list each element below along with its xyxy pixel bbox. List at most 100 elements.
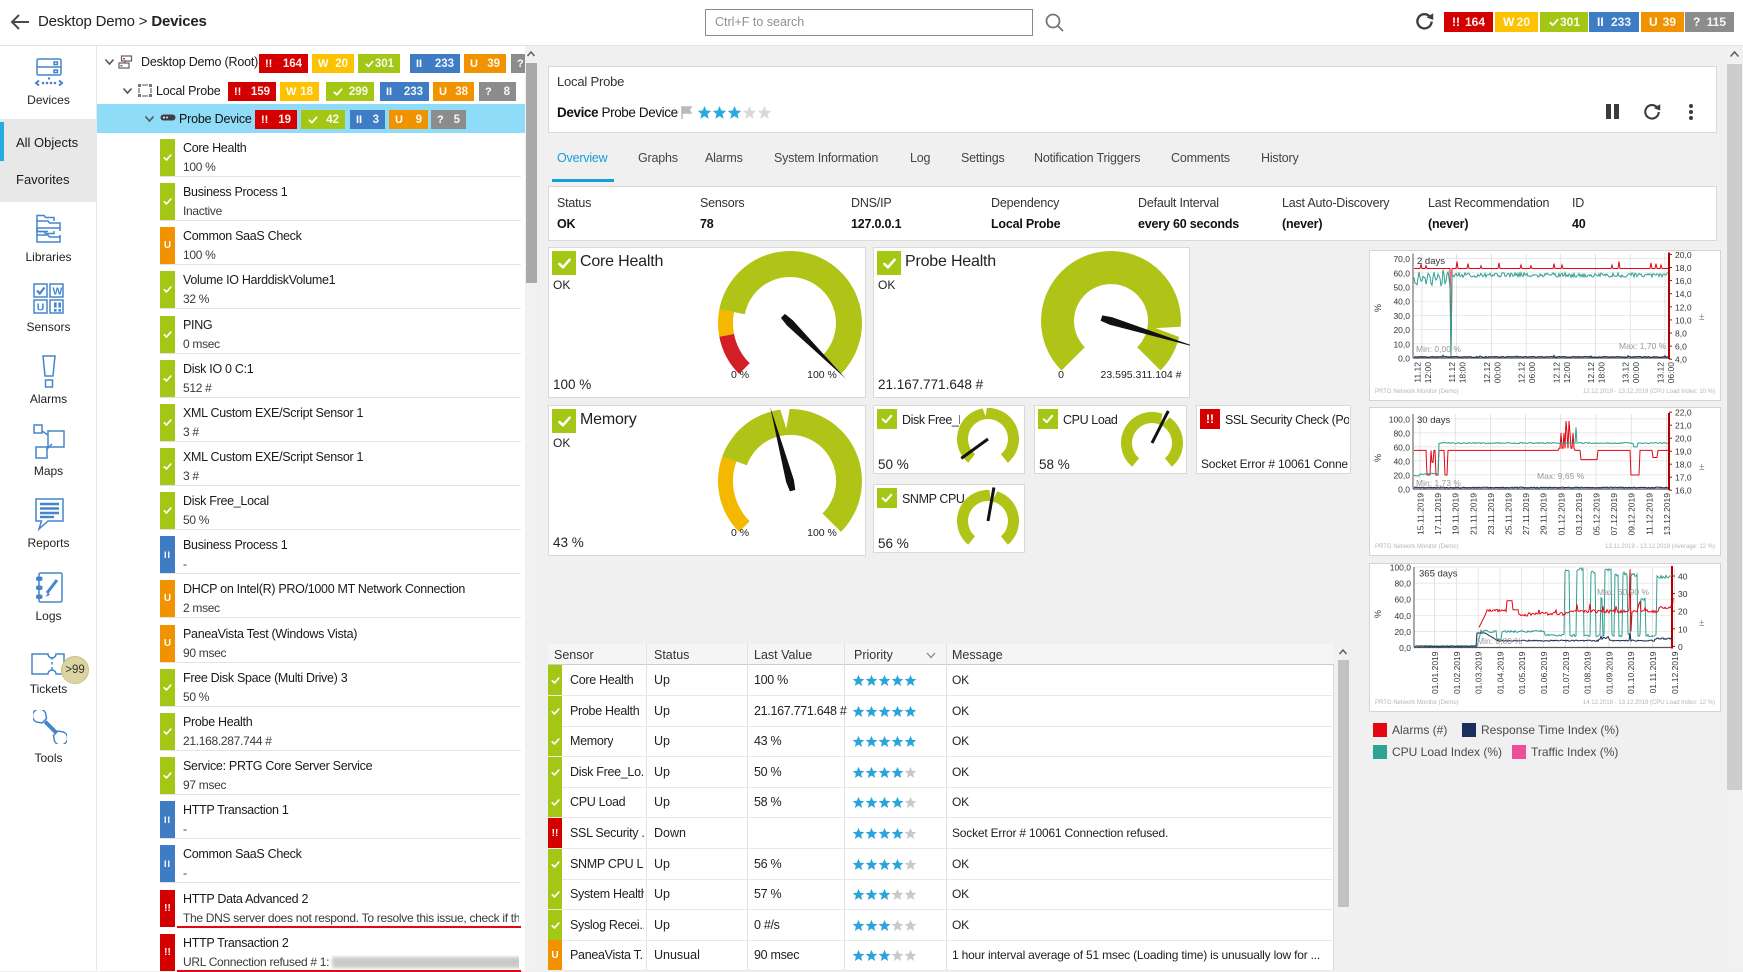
svg-text:01.03.2019: 01.03.2019 [1474,651,1484,694]
svg-text:30 days: 30 days [1417,415,1451,426]
svg-text:60,0: 60,0 [1393,442,1410,452]
svg-text:↑: ↑ [1671,595,1676,605]
svg-text:0 %: 0 % [731,369,749,381]
svg-text:%: % [1373,304,1383,312]
svg-text:0,0: 0,0 [1398,484,1410,494]
svg-text:21.11.2019: 21.11.2019 [1468,493,1478,535]
svg-text:40,0: 40,0 [1393,456,1410,466]
svg-text:14.12.2018 - 13.12.2019 (CPU L: 14.12.2018 - 13.12.2019 (CPU Load Index:… [1583,700,1715,706]
svg-text:13.12: 13.12 [1621,362,1631,384]
svg-text:16,0: 16,0 [1675,276,1692,286]
svg-text:11.12: 11.12 [1413,362,1423,383]
svg-text:00:00: 00:00 [1631,362,1641,384]
svg-text:18:00: 18:00 [1597,362,1607,384]
svg-text:23.11.2019: 23.11.2019 [1486,493,1496,535]
svg-text:19,0: 19,0 [1675,447,1692,457]
svg-text:17.11.2019: 17.11.2019 [1433,493,1443,535]
svg-text:12,0: 12,0 [1675,302,1692,312]
svg-text:27.11.2019: 27.11.2019 [1521,493,1531,535]
svg-text:Max: 9,65 %: Max: 9,65 % [1537,471,1585,481]
svg-text:01.01.2019: 01.01.2019 [1430,651,1440,694]
svg-text:Min: 0,00 %: Min: 0,00 % [1416,344,1461,354]
svg-text:10,0: 10,0 [1675,315,1692,325]
svg-text:01.12.2019: 01.12.2019 [1670,651,1680,694]
svg-text:19.11.2019: 19.11.2019 [1451,493,1461,535]
svg-text:01.04.2019: 01.04.2019 [1495,651,1505,694]
svg-text:06:00: 06:00 [1666,362,1676,384]
svg-text:11.12: 11.12 [1447,362,1457,383]
svg-text:20,0: 20,0 [1393,325,1410,335]
svg-text:01.10.2019: 01.10.2019 [1626,651,1636,694]
svg-text:30: 30 [1678,589,1688,599]
svg-text:13.12.2019: 13.12.2019 [1662,493,1672,536]
svg-text:18,0: 18,0 [1675,460,1692,470]
svg-text:100,0: 100,0 [1390,563,1412,573]
svg-text:100 %: 100 % [807,527,837,539]
svg-text:0,0: 0,0 [1398,354,1410,364]
svg-text:06:00: 06:00 [1527,362,1537,384]
svg-text:03.12.2019: 03.12.2019 [1574,493,1584,536]
svg-text:22,0: 22,0 [1675,408,1692,418]
svg-text:01.08.2019: 01.08.2019 [1583,651,1593,694]
svg-text:U: U [37,302,45,314]
svg-text:2 days: 2 days [1417,256,1445,267]
svg-text:11.12.2019: 11.12.2019 [1644,493,1654,535]
svg-text:21,0: 21,0 [1675,421,1692,431]
svg-text:60,0: 60,0 [1394,595,1411,605]
svg-text:4,0: 4,0 [1675,355,1687,365]
svg-text:15.11.2019: 15.11.2019 [1416,493,1426,535]
svg-text:05.12.2019: 05.12.2019 [1592,493,1602,536]
svg-text:PRTG Network Monitor (Demo): PRTG Network Monitor (Demo) [1375,544,1459,550]
svg-text:20,0: 20,0 [1394,627,1411,637]
svg-text:29.11.2019: 29.11.2019 [1539,493,1549,535]
svg-text:Min: 0,00 %: Min: 0,00 % [1477,636,1522,646]
svg-text:%: % [1373,610,1383,618]
svg-text:12.12: 12.12 [1551,362,1561,384]
svg-text:12:00: 12:00 [1562,362,1572,384]
svg-text:0 %: 0 % [731,527,749,539]
svg-text:365 days: 365 days [1419,569,1458,580]
svg-text:40,0: 40,0 [1394,611,1411,621]
svg-text:20,0: 20,0 [1675,434,1692,444]
svg-text:80,0: 80,0 [1394,579,1411,589]
svg-text:Max: 1,70 %: Max: 1,70 % [1619,341,1667,351]
svg-text:18,0: 18,0 [1675,263,1692,273]
svg-text:40: 40 [1678,572,1688,582]
svg-text:6,0: 6,0 [1675,342,1687,352]
svg-text:01.06.2019: 01.06.2019 [1539,651,1549,694]
svg-text:30,0: 30,0 [1393,311,1410,321]
svg-text:0: 0 [1678,642,1683,652]
svg-text:12:00: 12:00 [1423,362,1433,384]
svg-text:20,0: 20,0 [1393,470,1410,480]
svg-text:18:00: 18:00 [1458,362,1468,384]
svg-text:20: 20 [1678,607,1688,617]
svg-text:10: 10 [1678,624,1688,634]
svg-text:13.11.2019 - 13.12.2019 (Avera: 13.11.2019 - 13.12.2019 (Average: 12 %) [1605,544,1715,550]
svg-text:12.12.2019 - 13.12.2019 (CPU L: 12.12.2019 - 13.12.2019 (CPU Load Index:… [1583,389,1715,395]
svg-text:0,0: 0,0 [1399,643,1411,653]
svg-text:16,0: 16,0 [1675,486,1692,496]
svg-text:W: W [53,286,63,298]
svg-text:60,0: 60,0 [1393,268,1410,278]
svg-text:Max: 60,90 %: Max: 60,90 % [1597,587,1649,597]
svg-text:01.05.2019: 01.05.2019 [1517,651,1527,694]
svg-text:80,0: 80,0 [1393,428,1410,438]
svg-text:PRTG Network Monitor (Demo): PRTG Network Monitor (Demo) [1375,700,1459,706]
svg-text:100,0: 100,0 [1389,414,1411,424]
svg-text:Min: 1,73 %: Min: 1,73 % [1416,478,1461,488]
svg-text:00:00: 00:00 [1492,362,1502,384]
svg-text:01.07.2019: 01.07.2019 [1561,651,1571,694]
svg-text:01.12.2019: 01.12.2019 [1556,493,1566,536]
svg-text:13.12: 13.12 [1655,362,1665,384]
svg-text:20,0: 20,0 [1675,250,1692,260]
svg-text:01.02.2019: 01.02.2019 [1452,651,1462,694]
svg-text:25.11.2019: 25.11.2019 [1504,493,1514,535]
svg-text:01.09.2019: 01.09.2019 [1604,651,1614,694]
svg-text:PRTG Network Monitor (Demo): PRTG Network Monitor (Demo) [1375,389,1459,395]
svg-text:12.12: 12.12 [1586,362,1596,384]
svg-text:10,0: 10,0 [1393,339,1410,349]
svg-text:0: 0 [1058,369,1064,381]
svg-text:23.595.311.104 #: 23.595.311.104 # [1101,369,1182,381]
svg-text:50,0: 50,0 [1393,283,1410,293]
svg-text:100 %: 100 % [807,369,837,381]
